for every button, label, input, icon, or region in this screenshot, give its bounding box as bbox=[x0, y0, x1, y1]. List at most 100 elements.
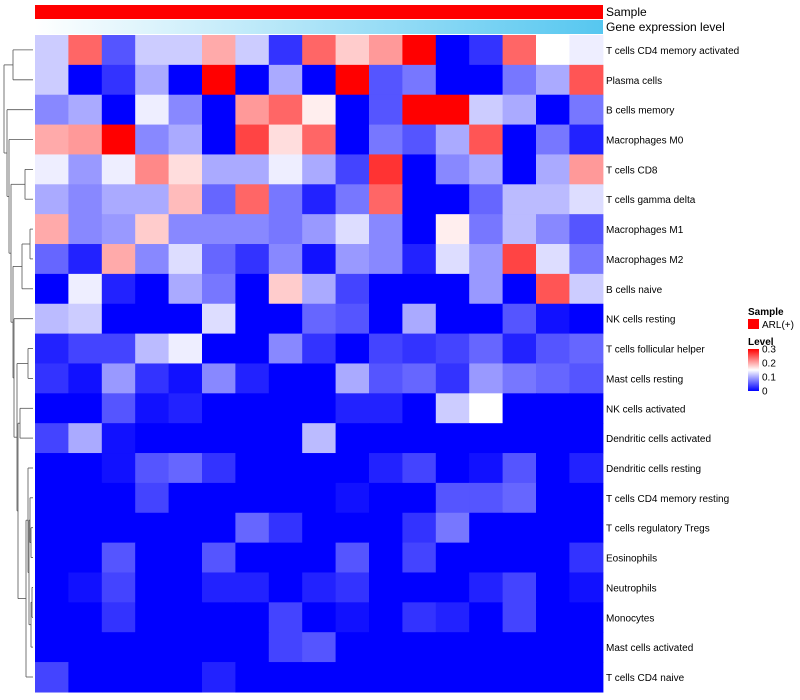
heatmap-cell bbox=[101, 363, 136, 394]
heatmap-cell bbox=[335, 35, 370, 66]
heatmap-cell bbox=[536, 423, 570, 454]
heatmap-cell bbox=[402, 662, 437, 693]
heatmap-cell bbox=[369, 184, 403, 215]
legend-level-tick: 0 bbox=[762, 387, 768, 398]
heatmap-cell bbox=[268, 184, 303, 215]
heatmap-cell bbox=[536, 35, 570, 66]
heatmap-cell bbox=[202, 273, 236, 305]
heatmap-cell bbox=[435, 35, 470, 66]
heatmap-cell bbox=[569, 154, 604, 185]
row-label: NK cells activated bbox=[606, 404, 685, 415]
heatmap-cell bbox=[435, 542, 470, 574]
heatmap-cell bbox=[569, 602, 604, 633]
heatmap-cell bbox=[68, 35, 103, 66]
heatmap-cell bbox=[469, 602, 504, 633]
heatmap-cell bbox=[469, 363, 504, 394]
heatmap-cell bbox=[402, 35, 437, 66]
heatmap-cell bbox=[302, 333, 337, 365]
heatmap-cell bbox=[68, 214, 103, 245]
heatmap-cell bbox=[469, 453, 504, 484]
heatmap-cell bbox=[536, 542, 570, 574]
heatmap-cell bbox=[502, 333, 537, 365]
heatmap-cell bbox=[302, 64, 337, 96]
heatmap-cell bbox=[435, 512, 470, 544]
gene-expression-annotation-bar bbox=[35, 20, 603, 34]
row-label: T cells CD4 naive bbox=[606, 673, 685, 684]
heatmap-cell bbox=[35, 35, 69, 66]
heatmap-cell bbox=[569, 393, 604, 424]
heatmap-cell bbox=[369, 214, 403, 245]
heatmap-cell bbox=[502, 244, 537, 275]
heatmap-cell bbox=[35, 632, 69, 663]
heatmap-cell bbox=[569, 124, 604, 156]
heatmap-cell bbox=[268, 303, 303, 335]
heatmap-cell bbox=[68, 244, 103, 275]
heatmap-cell bbox=[168, 632, 203, 663]
heatmap-cell bbox=[302, 512, 337, 544]
heatmap-cell bbox=[235, 154, 270, 185]
heatmap-cell bbox=[569, 303, 604, 335]
heatmap-cell bbox=[402, 273, 437, 305]
heatmap-cell bbox=[469, 303, 504, 335]
heatmap-cell bbox=[101, 244, 136, 275]
heatmap-cell bbox=[202, 602, 236, 633]
heatmap-cell bbox=[369, 124, 403, 156]
heatmap-cell bbox=[268, 244, 303, 275]
heatmap-cell bbox=[101, 35, 136, 66]
heatmap-cell bbox=[135, 303, 170, 335]
heatmap-cell bbox=[536, 214, 570, 245]
heatmap-cell bbox=[35, 244, 69, 275]
heatmap-cell bbox=[536, 273, 570, 305]
heatmap-cell bbox=[168, 393, 203, 424]
heatmap-cell bbox=[569, 662, 604, 693]
heatmap-cell bbox=[369, 244, 403, 275]
heatmap-cell bbox=[101, 303, 136, 335]
heatmap-cell bbox=[135, 333, 170, 365]
heatmap-cell bbox=[101, 124, 136, 156]
sample-annotation-label: Sample bbox=[606, 5, 647, 19]
heatmap-cell bbox=[168, 363, 203, 394]
heatmap-cell bbox=[268, 482, 303, 514]
legend-sample-title: Sample bbox=[748, 307, 784, 318]
heatmap-cell bbox=[469, 333, 504, 365]
heatmap-cell bbox=[569, 482, 604, 514]
heatmap-cell bbox=[435, 184, 470, 215]
heatmap-cell bbox=[502, 453, 537, 484]
heatmap-cell bbox=[369, 94, 403, 126]
row-label: Monocytes bbox=[606, 613, 654, 624]
heatmap-cell bbox=[469, 184, 504, 215]
heatmap-cell bbox=[135, 244, 170, 275]
heatmap-cell bbox=[168, 94, 203, 126]
heatmap-cell bbox=[402, 453, 437, 484]
heatmap-cell bbox=[68, 303, 103, 335]
heatmap-cell bbox=[502, 363, 537, 394]
heatmap-cell bbox=[369, 662, 403, 693]
heatmap-cell bbox=[502, 214, 537, 245]
heatmap-cell bbox=[402, 363, 437, 394]
heatmap-cell bbox=[101, 154, 136, 185]
heatmap-cell bbox=[68, 363, 103, 394]
heatmap-cell bbox=[101, 482, 136, 514]
heatmap-cell bbox=[168, 184, 203, 215]
heatmap-cell bbox=[135, 542, 170, 574]
heatmap-cell bbox=[402, 572, 437, 603]
heatmap-cell bbox=[168, 423, 203, 454]
heatmap-cell bbox=[135, 393, 170, 424]
heatmap-cell bbox=[168, 154, 203, 185]
heatmap-cell bbox=[135, 184, 170, 215]
heatmap-cell bbox=[168, 35, 203, 66]
heatmap-cell bbox=[502, 632, 537, 663]
heatmap-cell bbox=[268, 35, 303, 66]
heatmap-cell bbox=[435, 333, 470, 365]
heatmap-cell bbox=[335, 393, 370, 424]
heatmap-cell bbox=[68, 542, 103, 574]
heatmap-cell bbox=[35, 184, 69, 215]
row-label: NK cells resting bbox=[606, 315, 675, 326]
heatmap-cell bbox=[302, 453, 337, 484]
heatmap-cell bbox=[435, 572, 470, 603]
row-label: T cells regulatory Tregs bbox=[606, 524, 710, 535]
heatmap-cell bbox=[536, 94, 570, 126]
heatmap-cell bbox=[101, 214, 136, 245]
heatmap-cell bbox=[569, 423, 604, 454]
